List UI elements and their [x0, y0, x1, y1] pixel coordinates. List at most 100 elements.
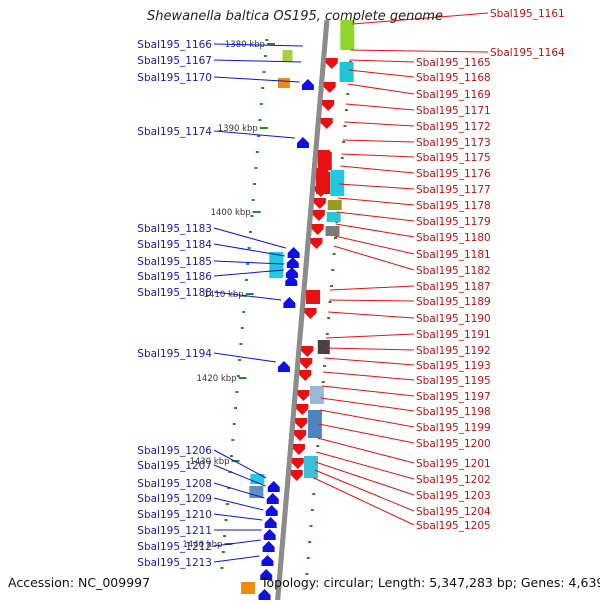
left-gene-label: Sbal195_1185 — [137, 256, 212, 268]
forward-gene-arrow — [300, 358, 313, 369]
right-gene-label: Sbal195_1168 — [416, 72, 491, 84]
right-leader-line — [336, 211, 415, 222]
left-gene-label: Sbal195_1208 — [137, 478, 212, 490]
right-leader-line — [334, 235, 415, 255]
left-gene-label: Sbal195_1174 — [137, 126, 212, 138]
right-leader-line — [319, 409, 415, 428]
forward-gene-arrow — [296, 404, 309, 415]
right-gene-label: Sbal195_1205 — [416, 520, 491, 532]
left-leader-line — [213, 555, 260, 563]
reverse-gene-arrow — [301, 79, 314, 90]
right-gene-label: Sbal195_1171 — [416, 105, 491, 117]
feature-box — [282, 50, 293, 62]
feature-box — [241, 582, 256, 594]
left-leader-line — [213, 539, 261, 547]
right-gene-label: Sbal195_1192 — [416, 345, 491, 357]
reverse-gene-arrow — [285, 275, 298, 286]
feature-box — [250, 474, 265, 484]
reverse-gene-arrow — [277, 361, 290, 372]
left-leader-line — [213, 227, 286, 249]
right-gene-label: Sbal195_1169 — [416, 89, 491, 101]
right-gene-label: Sbal195_1176 — [416, 168, 491, 180]
right-gene-label: Sbal195_1172 — [416, 121, 491, 133]
forward-gene-arrow — [292, 444, 305, 455]
reverse-gene-arrow — [258, 589, 271, 600]
reverse-gene-arrow — [262, 541, 275, 552]
left-gene-label: Sbal195_1183 — [137, 223, 212, 235]
left-gene-label: Sbal195_1213 — [137, 557, 212, 569]
genome-backbone — [275, 19, 330, 601]
right-leader-line — [339, 183, 415, 190]
right-leader-line — [325, 347, 415, 351]
left-gene-label: Sbal195_1167 — [137, 55, 212, 67]
reverse-gene-arrow — [263, 529, 276, 540]
left-gene-label: Sbal195_1188 — [137, 287, 212, 299]
left-gene-label: Sbal195_1184 — [137, 239, 212, 251]
scale-label: 1400 kbp — [211, 208, 251, 218]
scale-label: 1420 kbp — [197, 374, 237, 384]
left-leader-line — [213, 291, 282, 301]
right-gene-label: Sbal195_1165 — [416, 57, 491, 69]
right-gene-label: Sbal195_1199 — [416, 422, 491, 434]
right-gene-label: Sbal195_1179 — [416, 216, 491, 228]
accession-label: Accession: NC_009997 — [8, 575, 151, 590]
right-leader-line — [342, 139, 415, 143]
right-leader-line — [347, 83, 415, 95]
reverse-gene-arrow — [285, 267, 298, 278]
left-gene-label: Sbal195_1186 — [137, 271, 212, 283]
forward-gene-arrow — [313, 198, 326, 209]
right-leader-line — [348, 69, 415, 78]
right-gene-label: Sbal195_1193 — [416, 360, 491, 372]
right-gene-label: Sbal195_1197 — [416, 391, 491, 403]
right-gene-label: Sbal195_1164 — [490, 47, 565, 59]
right-leader-line — [352, 12, 489, 25]
reverse-gene-arrow — [261, 555, 274, 566]
left-gene-label: Sbal195_1209 — [137, 493, 212, 505]
reverse-gene-arrow — [267, 481, 280, 492]
right-leader-line — [340, 165, 415, 174]
right-gene-label: Sbal195_1198 — [416, 406, 491, 418]
right-leader-line — [320, 397, 415, 412]
right-gene-label: Sbal195_1203 — [416, 490, 491, 502]
right-gene-label: Sbal195_1175 — [416, 152, 491, 164]
left-leader-line — [213, 497, 264, 511]
left-gene-label: Sbal195_1207 — [137, 460, 212, 472]
reverse-gene-arrow — [286, 257, 299, 268]
left-leader-line — [213, 243, 286, 257]
forward-gene-arrow — [290, 470, 303, 481]
forward-gene-arrow — [312, 210, 325, 221]
right-leader-line — [317, 437, 415, 464]
left-gene-label: Sbal195_1212 — [137, 541, 212, 553]
forward-gene-arrow — [301, 346, 314, 357]
scale-label: 1390 kbp — [218, 124, 258, 134]
reverse-gene-arrow — [266, 493, 279, 504]
forward-gene-block — [316, 172, 331, 194]
right-leader-line — [337, 197, 415, 206]
right-gene-label: Sbal195_1202 — [416, 474, 491, 486]
left-leader-line — [213, 513, 263, 521]
feature-box — [340, 20, 355, 50]
right-gene-label: Sbal195_1204 — [416, 506, 491, 518]
right-leader-line — [324, 357, 415, 366]
left-leader-line — [213, 76, 300, 83]
right-leader-line — [341, 153, 415, 158]
right-leader-line — [345, 103, 415, 111]
right-gene-label: Sbal195_1200 — [416, 438, 491, 450]
right-leader-line — [314, 469, 415, 512]
right-leader-line — [316, 451, 415, 480]
left-gene-label: Sbal195_1210 — [137, 509, 212, 521]
right-leader-line — [333, 245, 415, 271]
feature-box — [339, 62, 354, 82]
scale-label: 1440 kbp — [182, 540, 222, 550]
left-leader-line — [213, 449, 267, 479]
right-gene-label: Sbal195_1173 — [416, 137, 491, 149]
left-gene-label: Sbal195_1170 — [137, 72, 212, 84]
left-leader-line — [213, 130, 296, 139]
left-leader-line — [213, 59, 302, 63]
right-gene-label: Sbal195_1187 — [416, 281, 491, 293]
right-leader-line — [315, 461, 415, 496]
left-leader-line — [213, 269, 284, 277]
reverse-gene-arrow — [287, 247, 300, 258]
scale-label: 1410 kbp — [204, 290, 244, 300]
